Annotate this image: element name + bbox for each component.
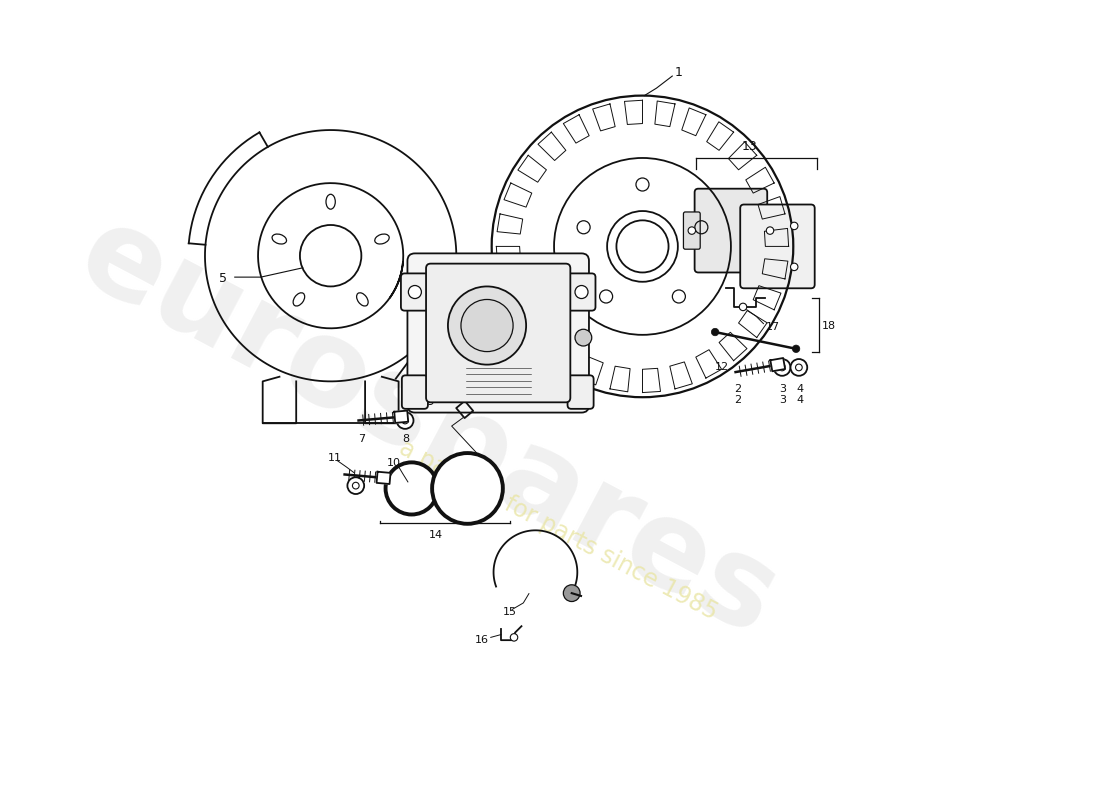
Text: 7: 7 bbox=[359, 434, 365, 444]
Circle shape bbox=[792, 345, 800, 353]
Text: 3: 3 bbox=[427, 390, 433, 400]
FancyBboxPatch shape bbox=[761, 212, 779, 249]
Circle shape bbox=[712, 328, 718, 336]
Circle shape bbox=[791, 222, 798, 230]
Polygon shape bbox=[376, 472, 390, 484]
Circle shape bbox=[575, 286, 589, 298]
Text: 8: 8 bbox=[403, 434, 409, 444]
Polygon shape bbox=[770, 358, 785, 371]
Circle shape bbox=[767, 227, 773, 234]
Circle shape bbox=[408, 286, 421, 298]
Circle shape bbox=[402, 417, 408, 424]
Text: 12: 12 bbox=[715, 362, 729, 373]
Ellipse shape bbox=[293, 293, 305, 306]
Text: 15: 15 bbox=[503, 607, 517, 618]
FancyBboxPatch shape bbox=[694, 189, 767, 273]
Circle shape bbox=[791, 263, 798, 270]
Polygon shape bbox=[456, 401, 473, 418]
Circle shape bbox=[739, 303, 747, 310]
Text: 6: 6 bbox=[449, 390, 455, 400]
Ellipse shape bbox=[375, 234, 389, 244]
Circle shape bbox=[386, 462, 438, 514]
Text: 16: 16 bbox=[475, 635, 488, 645]
Circle shape bbox=[397, 412, 414, 429]
Text: eurospares: eurospares bbox=[59, 195, 797, 661]
FancyBboxPatch shape bbox=[402, 375, 428, 409]
Text: 4: 4 bbox=[796, 395, 803, 405]
Text: 3: 3 bbox=[779, 395, 786, 405]
Text: 4: 4 bbox=[796, 384, 803, 394]
Text: 18: 18 bbox=[822, 321, 836, 330]
Polygon shape bbox=[394, 410, 408, 423]
Text: 1: 1 bbox=[675, 66, 683, 79]
Circle shape bbox=[448, 286, 526, 365]
Circle shape bbox=[795, 364, 802, 370]
FancyBboxPatch shape bbox=[740, 205, 815, 288]
FancyBboxPatch shape bbox=[407, 254, 588, 413]
Text: 13: 13 bbox=[741, 140, 758, 154]
Circle shape bbox=[689, 227, 695, 234]
Text: 3: 3 bbox=[779, 384, 786, 394]
Circle shape bbox=[791, 359, 807, 376]
FancyBboxPatch shape bbox=[683, 212, 701, 249]
Circle shape bbox=[779, 364, 785, 370]
Text: 5: 5 bbox=[219, 273, 227, 286]
Text: 9: 9 bbox=[427, 395, 434, 408]
Circle shape bbox=[461, 299, 513, 351]
Circle shape bbox=[563, 585, 580, 602]
Text: 11: 11 bbox=[328, 453, 342, 462]
Text: a passion for parts since 1985: a passion for parts since 1985 bbox=[395, 436, 722, 625]
Text: 2: 2 bbox=[734, 384, 740, 394]
Circle shape bbox=[510, 634, 518, 641]
Circle shape bbox=[427, 354, 433, 362]
Text: 2: 2 bbox=[734, 395, 740, 405]
FancyBboxPatch shape bbox=[568, 375, 594, 409]
Ellipse shape bbox=[326, 194, 336, 209]
Text: 14: 14 bbox=[429, 530, 443, 540]
Ellipse shape bbox=[272, 234, 286, 244]
FancyBboxPatch shape bbox=[426, 264, 570, 402]
Text: 17: 17 bbox=[766, 322, 780, 332]
FancyBboxPatch shape bbox=[568, 274, 595, 310]
FancyBboxPatch shape bbox=[400, 274, 429, 310]
Circle shape bbox=[352, 482, 359, 489]
Text: 10: 10 bbox=[386, 458, 400, 468]
Circle shape bbox=[422, 350, 439, 366]
Ellipse shape bbox=[356, 293, 369, 306]
Circle shape bbox=[575, 330, 592, 346]
Circle shape bbox=[348, 478, 364, 494]
Circle shape bbox=[432, 453, 503, 524]
Circle shape bbox=[773, 359, 791, 376]
